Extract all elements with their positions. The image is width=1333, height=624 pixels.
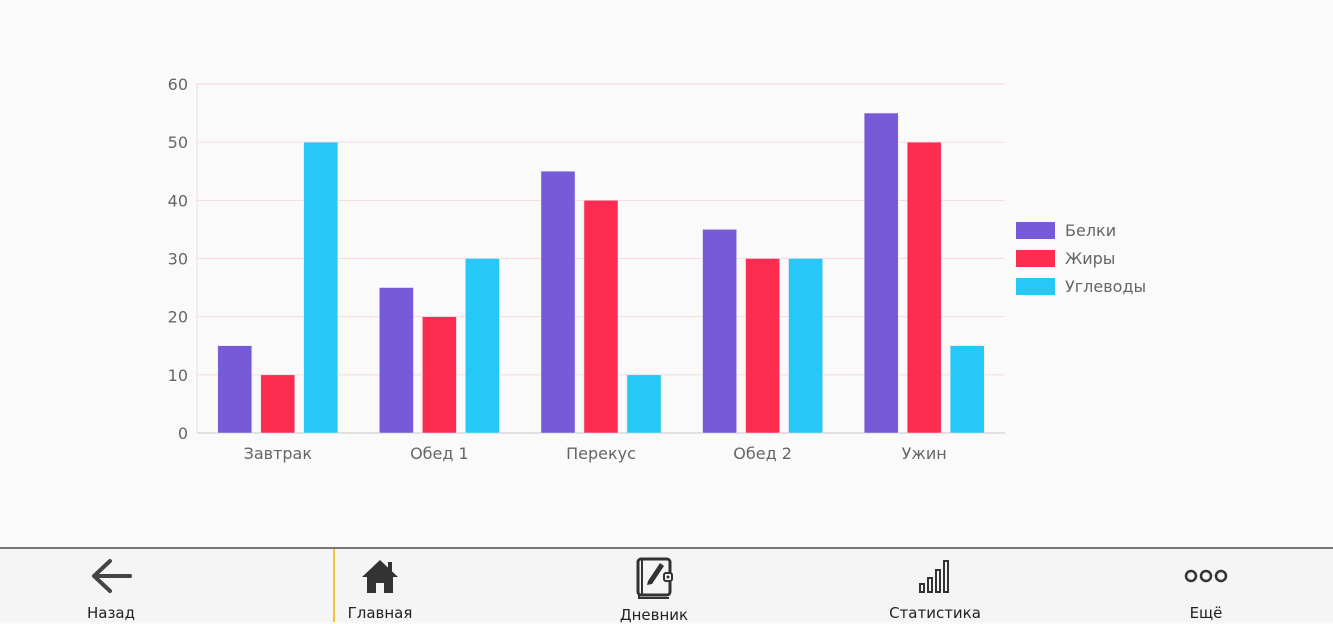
bar [583,200,619,434]
bar [540,171,576,434]
nav-home-button[interactable]: Главная [300,549,460,622]
legend-swatch [1016,278,1055,295]
y-tick-label: 40 [168,191,188,210]
bar [745,258,780,434]
bar [260,374,296,434]
x-tick-label: Ужин [902,444,947,463]
legend-swatch [1016,250,1055,267]
bar [906,141,942,434]
y-tick-label: 10 [168,366,188,385]
legend-swatch [1016,222,1055,239]
nav-stats-label: Статистика [889,604,981,622]
y-tick-label: 50 [168,133,188,152]
legend-label: Жиры [1065,249,1115,268]
bar [217,345,253,434]
legend-label: Углеводы [1065,277,1146,296]
y-tick-label: 60 [168,75,188,94]
nutrition-chart: 0 10 20 30 40 50 60 Завтрак Обед 1 Перекус Обед 2 У… [168,75,1147,463]
nav-diary-button[interactable]: Дневник [574,549,734,624]
bottom-navigation: Назад Главная Дневник [0,547,1333,624]
bar [788,258,823,434]
legend-label: Белки [1065,221,1116,240]
nav-active-divider [333,549,335,622]
nav-home-label: Главная [347,604,413,622]
x-tick-label: Обед 1 [410,444,469,463]
nav-stats-button[interactable]: Статистика [855,549,1015,622]
y-tick-label: 30 [168,250,188,269]
more-dots-icon [1184,556,1228,596]
x-tick-label: Завтрак [244,444,313,463]
arrow-left-icon [89,556,133,596]
nav-more-label: Ещё [1189,604,1223,622]
bar-chart: 0 10 20 30 40 50 60 Завтрак Обед 1 Перекус Обед 2 У… [168,75,1147,463]
diary-book-icon [633,556,675,599]
bar [863,112,899,434]
x-tick-label: Перекус [566,444,636,463]
nav-more-button[interactable]: Ещё [1126,549,1286,622]
nav-back-button[interactable]: Назад [31,549,191,622]
y-tick-label: 0 [178,424,188,443]
bar-chart-icon [917,556,953,596]
x-tick-label: Обед 2 [733,444,792,463]
nav-back-label: Назад [86,604,135,622]
nav-diary-label: Дневник [619,606,689,624]
bar [702,229,737,434]
bar [303,141,339,434]
bar [465,258,500,434]
bar [626,374,662,434]
bar [379,287,414,434]
y-tick-label: 20 [168,308,188,327]
home-icon [360,556,400,596]
bar [949,345,985,434]
bar [422,316,457,434]
